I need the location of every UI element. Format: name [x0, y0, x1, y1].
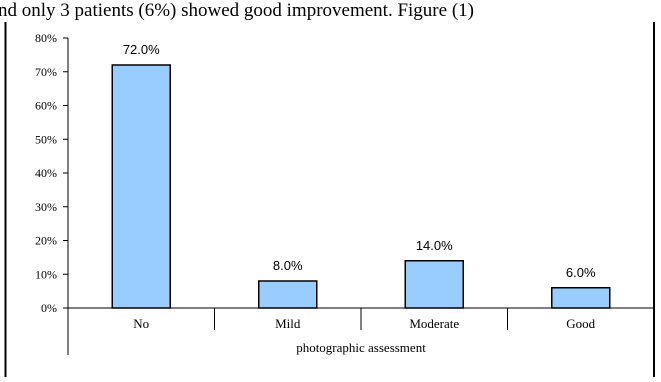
y-tick-label: 60%	[35, 99, 57, 113]
y-tick-label: 80%	[35, 31, 57, 45]
y-ticks: 0% 10% 20% 30% 40% 50% 60% 70% 80%	[35, 31, 68, 315]
y-tick-label: 70%	[35, 65, 57, 79]
bar	[404, 260, 464, 309]
y-tick-label: 40%	[35, 166, 57, 180]
category-label: No	[133, 316, 149, 331]
bars	[111, 64, 611, 309]
data-label: 72.0%	[123, 42, 160, 57]
category-label: Moderate	[409, 316, 459, 331]
y-tick-label: 30%	[35, 200, 57, 214]
category-label: Mild	[275, 316, 301, 331]
data-label: 8.0%	[273, 258, 303, 273]
data-label: 14.0%	[416, 238, 453, 253]
y-tick-label: 20%	[35, 234, 57, 248]
data-labels: 72.0% 8.0% 14.0% 6.0%	[123, 42, 596, 280]
y-tick-label: 10%	[35, 267, 57, 281]
bar	[258, 280, 318, 309]
y-tick-label: 50%	[35, 132, 57, 146]
x-axis-title: photographic assessment	[296, 340, 426, 355]
y-tick-label: 0%	[41, 301, 57, 315]
category-label: Good	[566, 316, 595, 331]
category-labels: No Mild Moderate Good	[133, 316, 595, 331]
context-text: nd only 3 patients (6%) showed good impr…	[0, 0, 474, 21]
bar	[111, 64, 171, 309]
bar	[551, 287, 611, 309]
data-label: 6.0%	[566, 265, 596, 280]
